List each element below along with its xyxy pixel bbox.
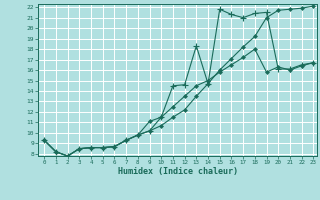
X-axis label: Humidex (Indice chaleur): Humidex (Indice chaleur) — [118, 167, 238, 176]
